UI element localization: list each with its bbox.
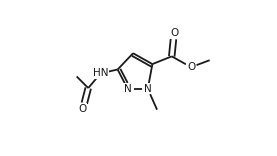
Text: HN: HN (93, 68, 108, 78)
Text: O: O (170, 28, 178, 38)
Text: N: N (124, 84, 132, 94)
Text: N: N (144, 84, 152, 94)
Text: O: O (187, 62, 195, 72)
Text: O: O (79, 104, 87, 114)
